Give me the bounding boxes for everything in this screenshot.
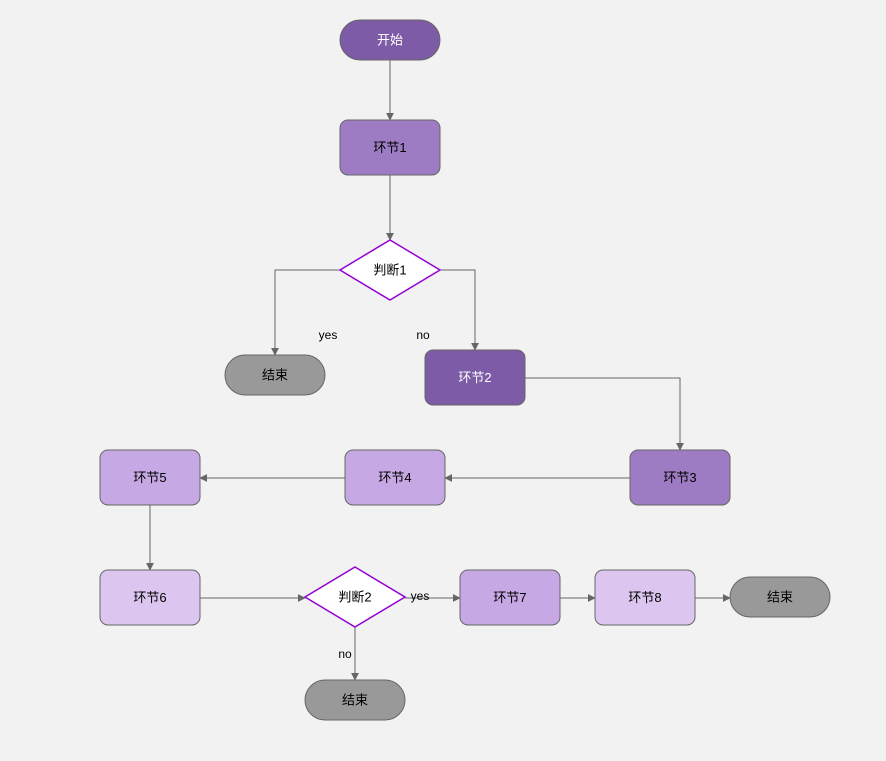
node-step7[interactable]: 环节7 (460, 570, 560, 625)
edge-label-dec1-step2: no (416, 328, 430, 342)
node-step8[interactable]: 环节8 (595, 570, 695, 625)
node-dec1[interactable]: 判断1 (340, 240, 440, 300)
edge-label-dec1-end1: yes (319, 328, 338, 342)
node-step4[interactable]: 环节4 (345, 450, 445, 505)
node-start[interactable]: 开始 (340, 20, 440, 60)
edge-label-dec2-end3: no (338, 647, 352, 661)
node-step3[interactable]: 环节3 (630, 450, 730, 505)
edge-step2-step3 (525, 378, 680, 450)
nodes-layer: 开始环节1判断1结束环节2环节3环节4环节5环节6判断2环节7环节8结束结束 (100, 20, 830, 720)
node-end1[interactable]: 结束 (225, 355, 325, 395)
flowchart-canvas: yes no yes no 开始环节1 判断1 结束 环节2 环节3 环节4 环节5 环节6 判断2 环节… (0, 0, 886, 761)
node-step2[interactable]: 环节2 (425, 350, 525, 405)
edge-dec1-step2 (440, 270, 475, 350)
node-end3[interactable]: 结束 (305, 680, 405, 720)
node-end2[interactable]: 结束 (730, 577, 830, 617)
edge-dec1-end1 (275, 270, 340, 355)
node-step5[interactable]: 环节5 (100, 450, 200, 505)
node-step6[interactable]: 环节6 (100, 570, 200, 625)
edge-label-dec2-step7: yes (411, 589, 430, 603)
node-dec2[interactable]: 判断2 (305, 567, 405, 627)
node-step1[interactable]: 环节1 (340, 120, 440, 175)
